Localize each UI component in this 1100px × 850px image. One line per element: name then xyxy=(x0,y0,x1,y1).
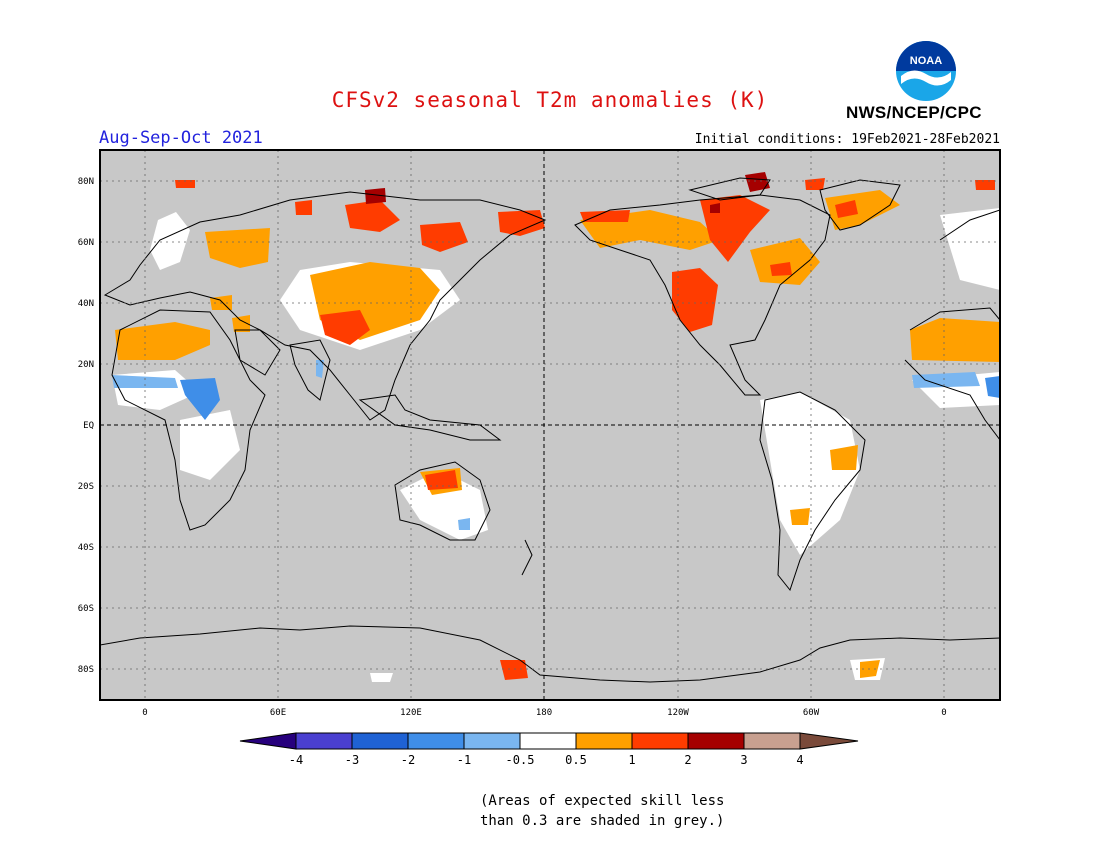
colorbar-label: -0.5 xyxy=(506,753,535,767)
map-frame xyxy=(99,149,1001,701)
anomaly-map: 80N 60N 40N 20N EQ 20S 40S 60S 80S 0 60E… xyxy=(78,149,1001,767)
lat-label: 20S xyxy=(78,482,94,492)
colorbar-label: 1 xyxy=(628,753,635,767)
colorbar-low-arrow xyxy=(239,732,297,750)
skill-note-line: (Areas of expected skill less xyxy=(480,793,725,809)
colorbar-label: -2 xyxy=(401,753,415,767)
coastlines xyxy=(100,177,1000,683)
colorbar-label: -4 xyxy=(289,753,303,767)
colorbar xyxy=(239,732,859,750)
forecast-period: Aug-Sep-Oct 2021 xyxy=(99,128,263,148)
noaa-logo: NOAA xyxy=(896,41,956,101)
lat-label: 80N xyxy=(78,177,94,187)
initial-conditions: Initial conditions: 19Feb2021-28Feb2021 xyxy=(694,132,1000,147)
colorbar-box xyxy=(519,732,577,750)
colorbar-box xyxy=(631,732,689,750)
colorbar-label: -3 xyxy=(345,753,359,767)
colorbar-high-arrow xyxy=(799,732,859,750)
lon-label: 180 xyxy=(536,708,552,718)
anomaly-1-to-2 xyxy=(175,178,995,680)
colorbar-label: 0.5 xyxy=(565,753,587,767)
skill-note-line: than 0.3 are shaded in grey.) xyxy=(480,813,725,829)
lon-label: 120W xyxy=(667,708,689,718)
colorbar-box xyxy=(295,732,353,750)
lat-label: EQ xyxy=(83,421,94,431)
lon-label: 60E xyxy=(270,708,286,718)
colorbar-box xyxy=(463,732,521,750)
colorbar-box xyxy=(407,732,465,750)
anomaly-neg1-to-neg0.5 xyxy=(112,360,980,530)
colorbar-label: 2 xyxy=(684,753,691,767)
colorbar-box xyxy=(351,732,409,750)
anomaly-2-to-3 xyxy=(365,172,770,213)
lon-label: 0 xyxy=(142,708,147,718)
colorbar-box xyxy=(743,732,801,750)
lon-labels: 0 60E 120E 180 120W 60W 0 xyxy=(142,708,946,718)
near-normal-areas xyxy=(112,208,1000,682)
lat-label: 60S xyxy=(78,604,94,614)
colorbar-box xyxy=(575,732,633,750)
colorbar-label: 3 xyxy=(740,753,747,767)
svg-text:NOAA: NOAA xyxy=(910,55,942,67)
lat-labels: 80N 60N 40N 20N EQ 20S 40S 60S 80S xyxy=(78,177,94,675)
skill-note: (Areas of expected skill less than 0.3 a… xyxy=(480,791,724,831)
lat-label: 20N xyxy=(78,360,94,370)
lat-label: 40S xyxy=(78,543,94,553)
lat-lon-grid xyxy=(100,150,1000,700)
colorbar-label: 4 xyxy=(796,753,803,767)
equator-dateline xyxy=(100,150,1000,700)
lat-label: 80S xyxy=(78,665,94,675)
colorbar-label: -1 xyxy=(457,753,471,767)
lat-label: 60N xyxy=(78,238,94,248)
lon-label: 60W xyxy=(803,708,820,718)
colorbar-labels: -4 -3 -2 -1 -0.5 0.5 1 2 3 4 xyxy=(289,753,804,767)
agency-label: NWS/NCEP/CPC xyxy=(846,103,982,122)
lon-label: 120E xyxy=(400,708,422,718)
lon-label: 0 xyxy=(941,708,946,718)
colorbar-box xyxy=(687,732,745,750)
anomaly-neg2-to-neg1 xyxy=(180,376,1000,420)
lat-label: 40N xyxy=(78,299,94,309)
map-title: CFSv2 seasonal T2m anomalies (K) xyxy=(331,88,769,112)
